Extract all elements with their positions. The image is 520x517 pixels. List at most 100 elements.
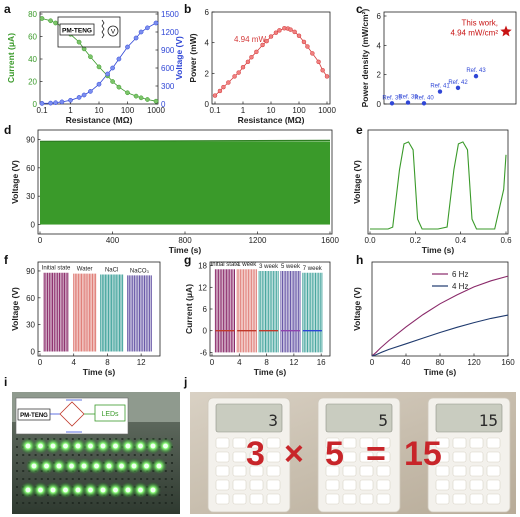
breadboard-hole [171,486,173,488]
calculator-key [266,437,281,449]
b-ytick-label: 4 [205,39,210,48]
e-voltage-line [370,141,507,230]
a-current-point [116,84,122,90]
a-ytick-label: 20 [28,78,37,87]
breadboard-hole [133,502,136,504]
a-voltage-point [39,101,45,106]
breadboard-hole [47,438,49,440]
chart-a: 0.1 1 10 100 1000020406080030060090012001500… [6,10,184,125]
breadboard-hole [127,478,130,480]
device-box [59,23,95,36]
led-icon [63,487,68,493]
g-ytick-label: -6 [200,348,208,357]
photo-led-board: PM-TENG LEDs [12,392,180,514]
breadboard-hole [96,454,99,456]
a-ytick-label: 60 [28,33,37,42]
breadboard-hole [146,478,149,480]
b-power-point [277,28,282,33]
a-current-line [41,18,157,102]
f-ytick-label: 90 [26,267,35,276]
breadboard-hole [34,438,37,440]
a-voltage-point [105,71,110,77]
breadboard-hole [171,494,173,496]
calculator-key [232,437,247,449]
breadboard-hole [34,478,37,480]
c-ylabel: Power density (mW/cm²) [360,8,370,107]
b-power-point [226,80,231,85]
breadboard-hole [140,502,142,504]
b-power-point [296,33,302,39]
a-voltage-point [88,89,93,94]
led-icon [100,487,106,493]
chart-e: 0.0 0.2 0.4 0.6 Time (s) Voltage (V) [352,129,512,255]
breadboard-hole [146,454,149,456]
wire-blue [50,399,82,433]
calculator-key [215,465,230,477]
breadboard-hole [127,454,130,456]
led-icon [144,463,149,469]
b-xtick-label: 1000 [318,106,336,115]
calculator-display [435,403,503,433]
breadboard-hole [16,494,18,496]
breadboard-hole [158,454,161,456]
breadboard-hole [59,454,62,456]
led-icon [75,443,81,449]
panel-j-letter: j [183,375,187,389]
b-power-point [245,59,251,65]
c-ref-label: Ref. 41 [430,84,450,90]
b-ytick-label: 2 [205,69,210,78]
f-ytick-label: 0 [31,348,36,357]
a-voltage-point [76,95,82,100]
c-ytick-label: 6 [377,12,382,21]
breadboard-hole [84,438,87,440]
breadboard-hole [171,478,173,480]
a-current-point [81,46,87,52]
g-xtick-label: 8 [264,358,269,367]
led-icon [119,463,124,469]
a-voltage-point [133,35,139,41]
a-y2tick-label: 600 [161,64,175,73]
equation-c: 15 [404,435,442,473]
led-icon [106,463,112,469]
panel-a-letter: a [4,2,11,16]
breadboard-hole [34,454,37,456]
b-xtick-label: 100 [292,106,306,115]
d-xtick-label: 1200 [249,236,267,245]
calculator-key [376,451,391,463]
voltmeter-label: V [111,29,116,36]
calculator-key [325,437,340,449]
breadboard-hole [65,478,68,480]
calculator-key [266,493,281,505]
calculator-key [249,465,264,477]
d-xtick-label: 1600 [321,236,339,245]
b-power-point [260,42,265,48]
breadboard-hole [16,454,18,456]
breadboard-hole [115,502,118,504]
breadboard-hole [90,478,93,480]
breadboard-hole [40,502,43,504]
a-current-point [138,95,144,101]
calculator-display-value: 15 [479,411,498,430]
breadboard-hole [22,462,25,464]
breadboard-hole [109,502,111,504]
c-ref-point [437,89,443,94]
breadboard-hole [121,438,124,440]
d-xtick-label: 800 [178,236,192,245]
led-icon [81,463,87,469]
led-icon [125,443,131,449]
c-ytick-label: 0 [377,100,382,109]
breadboard-hole [78,502,80,504]
calculator-key [469,465,484,477]
calculator-key [435,479,450,491]
breadboard-hole [96,478,99,480]
breadboard-hole [133,438,136,440]
c-this-work-value: 4.94 mW/cm² [450,29,498,38]
a-voltage-point [48,100,53,106]
calculator-key [469,437,484,449]
breadboard-hole [28,454,31,456]
b-plot-frame [211,11,331,105]
breadboard-hole [28,502,31,504]
a-xtick-label: 1000 [147,106,165,115]
a-voltage-point [110,65,115,71]
a-current-point [88,54,93,60]
